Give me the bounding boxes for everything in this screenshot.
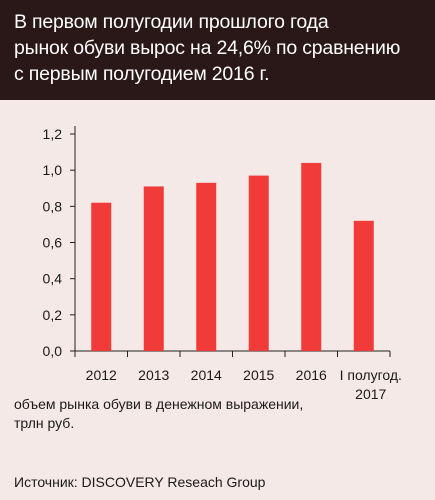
y-tick-label: 1,0 [43, 162, 63, 178]
y-tick-label: 0,4 [43, 271, 63, 287]
x-tick-label: 2016 [296, 367, 327, 383]
source-note: Источник: DISCOVERY Reseach Group [14, 474, 266, 490]
value-axis-note: объем рынка обуви в денежном выражении, … [14, 396, 304, 431]
bar [248, 175, 269, 351]
chart-title: В первом полугодии прошлого года рынок о… [14, 11, 401, 85]
y-tick-label: 0,8 [43, 198, 63, 214]
x-tick-label: 2013 [138, 367, 169, 383]
y-tick-label: 0,0 [43, 343, 63, 359]
bar [143, 186, 164, 351]
header-panel: В первом полугодии прошлого года рынок о… [0, 0, 435, 100]
bar [301, 162, 322, 351]
x-tick-label: 2017 [355, 386, 386, 400]
y-tick-label: 0,2 [43, 307, 63, 323]
y-tick-label: 1,2 [43, 126, 63, 142]
y-tick-label: 0,6 [43, 235, 63, 251]
bar [353, 220, 374, 351]
x-tick-label: 2015 [243, 367, 274, 383]
bar-chart: 0,0 0,2 0,4 0,6 0,8 1,0 1,2 2012 2013 2014 2015 201… [43, 126, 402, 400]
bar [196, 182, 217, 351]
x-tick-label: 2014 [191, 367, 222, 383]
x-tick-label: 2012 [86, 367, 117, 383]
chart-area: 0,0 0,2 0,4 0,6 0,8 1,0 1,2 2012 2013 2014 2015 201… [0, 100, 435, 500]
bar [91, 202, 112, 351]
x-tick-label: I полугод. [340, 367, 402, 383]
